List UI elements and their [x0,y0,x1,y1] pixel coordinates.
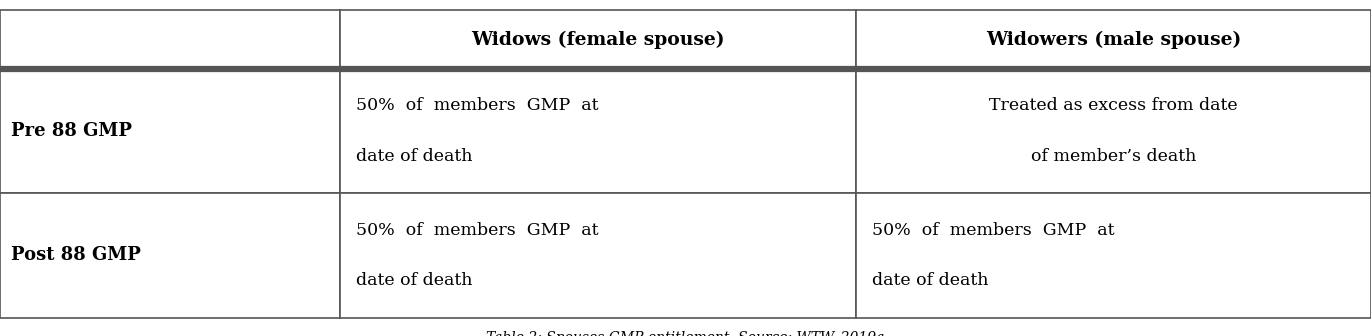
Text: 50%  of  members  GMP  at: 50% of members GMP at [356,221,599,239]
Text: 50%  of  members  GMP  at: 50% of members GMP at [356,97,599,114]
Text: 50%  of  members  GMP  at: 50% of members GMP at [872,221,1115,239]
Bar [856,69,1371,193]
Text: Table 2: Spouses GMP entitlement  Source: WTW, 2019a: Table 2: Spouses GMP entitlement Source:… [487,331,884,336]
Bar [340,10,856,69]
Text: of member’s death: of member’s death [1031,148,1196,165]
Text: Widows (female spouse): Widows (female spouse) [472,30,725,49]
Bar [0,69,340,193]
Text: Treated as excess from date: Treated as excess from date [990,97,1238,114]
Text: date of death: date of death [872,272,988,289]
Bar [340,193,856,318]
Bar [856,10,1371,69]
Text: date of death: date of death [356,272,473,289]
Text: Widowers (male spouse): Widowers (male spouse) [986,30,1241,49]
Bar [856,193,1371,318]
Bar [0,10,340,69]
Text: Pre 88 GMP: Pre 88 GMP [11,122,132,140]
Text: Post 88 GMP: Post 88 GMP [11,246,141,264]
Bar [0,193,340,318]
Text: date of death: date of death [356,148,473,165]
Bar [340,69,856,193]
